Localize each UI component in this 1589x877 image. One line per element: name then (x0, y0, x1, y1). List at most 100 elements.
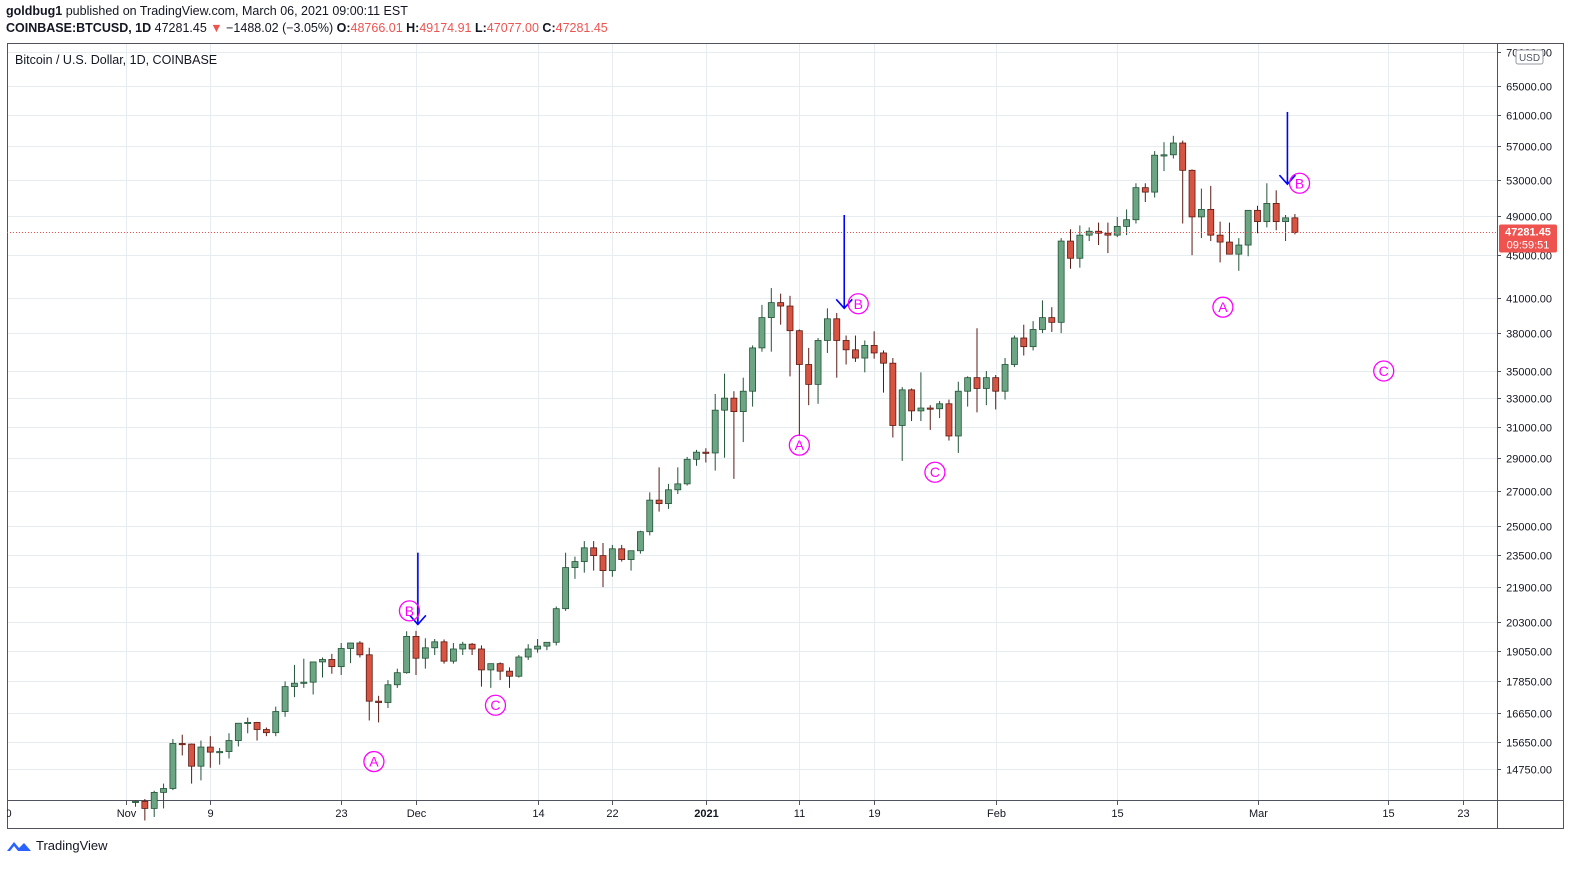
wave-label-circle (788, 434, 810, 456)
candle (1141, 183, 1149, 203)
price-tick-label: 15650.00 (1506, 738, 1552, 750)
candle-body (188, 743, 196, 767)
candle (599, 543, 607, 588)
wave-labels: A B C A B C A B C (363, 172, 1395, 773)
wave-label-circle (1288, 172, 1311, 194)
wave-label-text: A (1218, 299, 1228, 315)
candle (618, 544, 626, 562)
candle-body (805, 364, 813, 385)
candle-body (618, 548, 626, 560)
candle (459, 641, 467, 656)
down-arrow-icon (409, 552, 427, 626)
price-tick-label: 20300.00 (1506, 618, 1552, 630)
candle (253, 721, 261, 741)
candle (160, 783, 167, 809)
tradingview-brand[interactable]: TradingView (36, 838, 108, 853)
publisher-name[interactable]: goldbug1 (6, 4, 63, 18)
candle (1160, 142, 1168, 172)
symbol-label: COINBASE:BTCUSD, 1D (6, 21, 152, 35)
candle-body (449, 648, 457, 662)
candle (1020, 324, 1028, 356)
wave-label-text: B (854, 296, 863, 312)
time-tick-label: 15 (1382, 808, 1394, 820)
candle-body (721, 397, 728, 411)
candle-body (1151, 154, 1159, 193)
candle (543, 641, 551, 651)
candle (300, 658, 308, 688)
candle (1198, 188, 1205, 239)
time-axis[interactable]: 20 Nov 9 23 Dec 14 22 2021 11 19 Feb 15 Mar 15 23 (0, 800, 1470, 820)
candle (842, 335, 850, 365)
candle-body (515, 656, 523, 677)
candle (440, 639, 448, 664)
candle (169, 739, 177, 791)
candle-body (1095, 230, 1102, 234)
wave-label-b: B (1288, 172, 1311, 194)
candle-body (225, 740, 233, 752)
price-chart[interactable]: 70000.0065000.0061000.0057000.0053000.00… (0, 43, 1564, 829)
candle-body (964, 377, 972, 392)
chart-border (7, 43, 1564, 829)
candle (262, 727, 270, 737)
arrow-head (409, 614, 427, 626)
candle-body (1263, 203, 1271, 223)
candle (674, 467, 682, 495)
candle-body (992, 377, 1000, 392)
candle-body (608, 548, 616, 571)
candle-body (309, 661, 317, 683)
candle-body (1179, 142, 1187, 171)
ohlc-legend: COINBASE:BTCUSD, 1D 47281.45 ▼ −1488.02 … (6, 21, 608, 35)
candle (917, 372, 925, 422)
price-tick-label: 49000.00 (1506, 212, 1552, 224)
wave-label-c: C (924, 461, 946, 483)
candle (721, 373, 728, 458)
candle-body (655, 499, 663, 505)
price-tick-label: 35000.00 (1506, 367, 1552, 379)
price-axis[interactable]: 70000.0065000.0061000.0057000.0053000.00… (1497, 48, 1552, 777)
price-tick-label: 57000.00 (1506, 142, 1552, 154)
price-tick-label: 25000.00 (1506, 522, 1552, 534)
wave-label-a: A (1212, 296, 1234, 318)
time-tick-label: 9 (207, 808, 213, 820)
tradingview-logo-icon[interactable] (6, 839, 32, 853)
candle (964, 376, 972, 407)
candle-body (824, 318, 831, 341)
price-tick-label: 21900.00 (1506, 583, 1552, 595)
price-tick-label: 45000.00 (1506, 251, 1552, 263)
wave-label-b: B (847, 293, 869, 315)
candle-body (216, 751, 224, 754)
candle (132, 800, 139, 807)
candle (786, 295, 794, 377)
price-tick-label: 61000.00 (1506, 111, 1552, 123)
candle-body (421, 647, 429, 659)
candle-body (880, 352, 887, 364)
candle-body (898, 389, 906, 426)
close-label: C: (542, 21, 556, 35)
candle (805, 347, 813, 406)
candle-body (1207, 209, 1215, 236)
currency-badge (1515, 49, 1544, 65)
candle (206, 736, 214, 768)
candle-body (1067, 240, 1074, 259)
candle (356, 641, 364, 658)
candle-body (936, 403, 943, 410)
candle-body (1216, 234, 1224, 243)
candle-body (749, 347, 756, 392)
candle-body (1057, 240, 1065, 323)
down-arrow-icon (1278, 111, 1297, 186)
candle-body (1282, 217, 1289, 223)
price-tick-label: 14750.00 (1506, 765, 1552, 777)
candle (627, 550, 635, 571)
candle-body (552, 608, 560, 643)
candle-body (842, 340, 850, 351)
wave-label-circle (924, 461, 946, 483)
candle-body (1254, 209, 1261, 223)
candle-body (375, 700, 383, 703)
candle (1011, 335, 1018, 368)
candle-body (234, 722, 242, 741)
time-tick-label: 14 (532, 808, 544, 820)
candle (1039, 300, 1046, 334)
candle (1085, 227, 1093, 242)
candle-body (197, 746, 205, 767)
candle (889, 358, 897, 438)
